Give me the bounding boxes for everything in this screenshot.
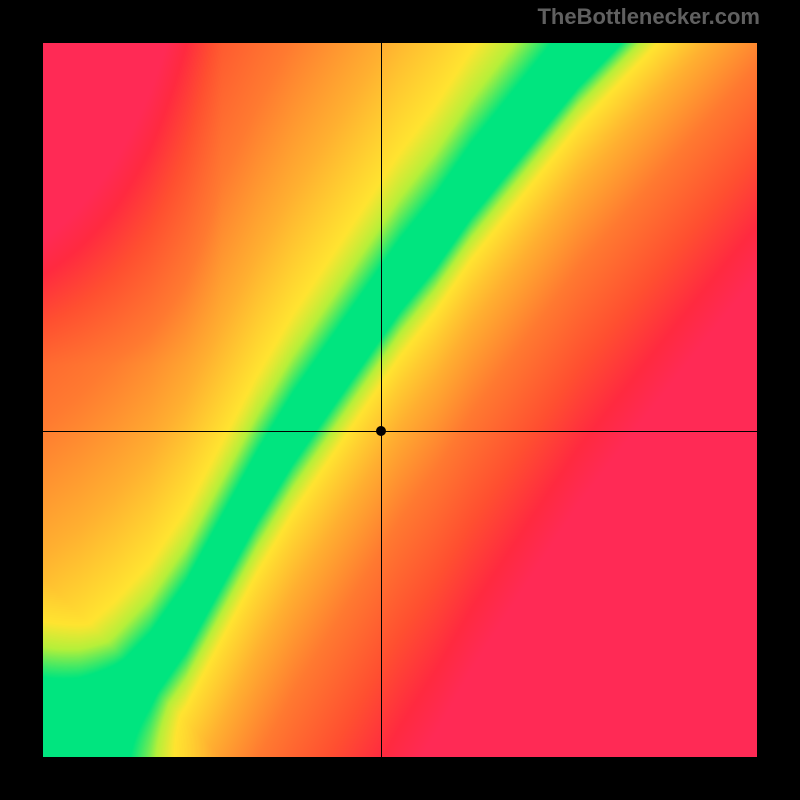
heatmap-canvas (43, 43, 757, 757)
crosshair-horizontal (43, 431, 757, 432)
heatmap-plot (43, 43, 757, 757)
crosshair-vertical (381, 43, 382, 757)
page-title: TheBottlenecker.com (537, 4, 760, 30)
selection-marker (376, 426, 386, 436)
